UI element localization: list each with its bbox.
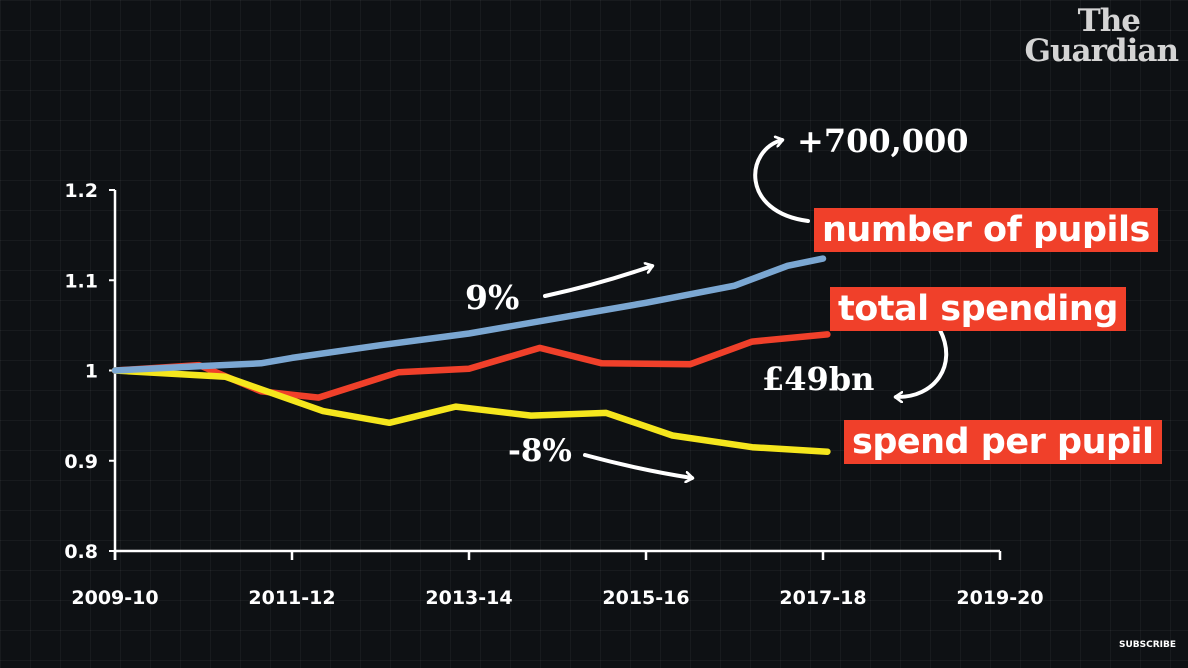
x-tick-label: 2011-12	[248, 587, 335, 609]
pupils-change-annotation: +700,000	[797, 122, 969, 160]
pupils-rate-annotation: 9%	[465, 278, 520, 317]
x-tick-label: 2015-16	[602, 587, 689, 609]
per-pupil-rate-annotation: -8%	[508, 433, 572, 469]
y-tick-label: 0.9	[64, 451, 98, 473]
x-tick-label: 2017-18	[779, 587, 866, 609]
y-tick-label: 0.8	[64, 541, 98, 563]
pupils-curl-arrow	[753, 140, 810, 223]
series-tag-spend-per-pupil: spend per pupil	[844, 420, 1162, 464]
logo-line-1: The	[1077, 3, 1141, 39]
subscribe-link[interactable]: SUBSCRIBE	[1118, 640, 1176, 650]
guardian-logo[interactable]: The Guardian	[1003, 3, 1179, 69]
logo-line-2: Guardian	[1024, 33, 1179, 69]
y-tick-label: 1.2	[64, 180, 98, 202]
spending-total-annotation: £49bn	[762, 360, 875, 398]
series-line-spend-per-pupil	[111, 367, 831, 455]
x-tick-label: 2013-14	[425, 587, 512, 609]
series-tag-total-spending: total spending	[830, 287, 1126, 331]
series-line-number-of-pupils	[111, 255, 827, 374]
x-tick-label: 2019-20	[956, 587, 1043, 609]
x-tick-label: 2009-10	[71, 587, 158, 609]
pupils-growth-arrow	[543, 266, 652, 298]
y-tick-label: 1	[85, 361, 98, 383]
per-pupil-decline-arrow	[583, 453, 692, 478]
spending-curl-arrow	[896, 328, 949, 397]
y-tick-label: 1.1	[64, 270, 98, 292]
series-tag-number-of-pupils: number of pupils	[814, 208, 1158, 252]
